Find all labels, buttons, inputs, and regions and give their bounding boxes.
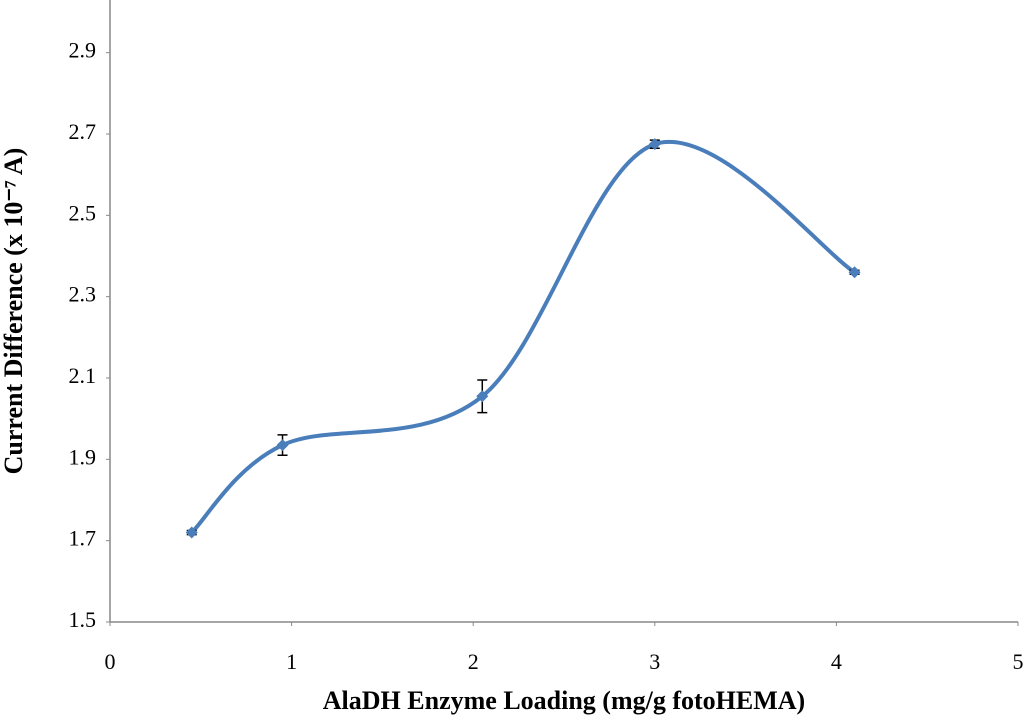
- x-axis-title: AlaDH Enzyme Loading (mg/g fotoHEMA): [323, 686, 805, 715]
- y-tick-label: 2.5: [69, 200, 97, 225]
- x-tick-label: 3: [649, 649, 660, 674]
- data-point: [648, 138, 661, 151]
- y-axis-title: Current Difference (x 10⁻⁷ A): [0, 148, 28, 475]
- x-tick-label: 5: [1013, 649, 1024, 674]
- y-tick-label: 1.9: [69, 444, 97, 469]
- y-tick-label: 1.5: [69, 607, 97, 632]
- x-tick-label: 2: [468, 649, 479, 674]
- data-point: [476, 390, 489, 403]
- y-tick-label: 1.7: [69, 526, 97, 551]
- x-tick-label: 0: [105, 649, 116, 674]
- y-tick-label: 2.1: [69, 363, 97, 388]
- x-tick-label: 4: [831, 649, 842, 674]
- data-line: [190, 140, 856, 534]
- data-point: [276, 439, 289, 452]
- x-tick-label: 1: [286, 649, 297, 674]
- data-point: [848, 266, 861, 279]
- y-tick-label: 2.7: [69, 119, 97, 144]
- data-point: [185, 526, 198, 539]
- y-tick-label: 2.3: [69, 282, 97, 307]
- y-tick-label: 2.9: [69, 38, 97, 63]
